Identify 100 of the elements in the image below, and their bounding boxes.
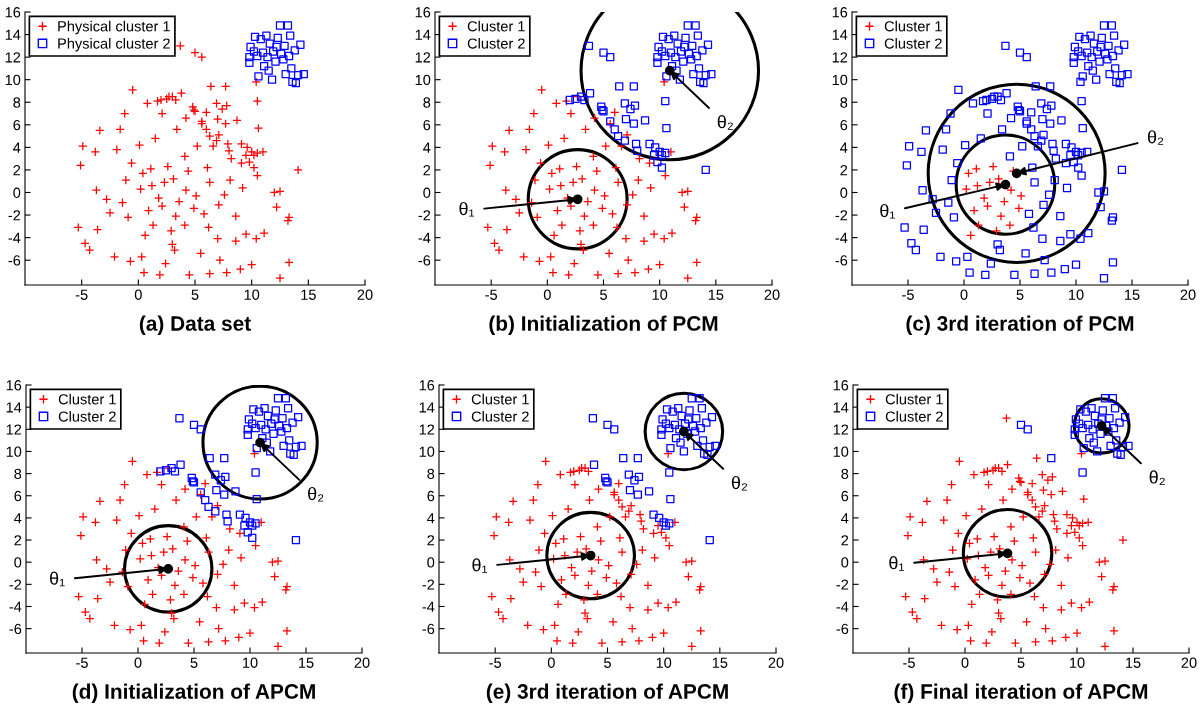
y-tick-label: 16 (6, 380, 22, 391)
x-tick-label: 20 (354, 657, 370, 668)
y-tick-label: -2 (422, 579, 435, 590)
x-tick-label: 10 (1070, 657, 1085, 668)
y-tick-label: 16 (419, 380, 435, 391)
y-tick-label: 6 (427, 490, 435, 502)
y-tick-label: 16 (832, 7, 848, 18)
y-tick-label: 10 (833, 446, 849, 457)
x-tick-label: 10 (243, 657, 258, 668)
y-tick-label: 4 (427, 513, 435, 524)
y-tick-label: 12 (6, 424, 22, 435)
y-tick-label: 14 (6, 402, 22, 413)
x-tick-label: -5 (902, 289, 914, 300)
annotation: θ₂ (308, 486, 324, 502)
y-tick-label: 8 (423, 97, 431, 108)
x-tick-label: 10 (244, 289, 260, 300)
y-tick-label: -6 (8, 255, 21, 266)
y-tick-label: 12 (415, 52, 431, 63)
legend-label: Cluster 1 (471, 393, 529, 405)
legend-label: Cluster 1 (884, 20, 942, 32)
x-tick-label: 10 (656, 657, 672, 668)
y-tick-label: 0 (14, 557, 22, 568)
y-tick-label: 16 (5, 7, 21, 18)
legend-label: Physical cluster 1 (58, 20, 170, 35)
x-tick-label: 10 (652, 289, 668, 300)
y-tick-label: 10 (5, 74, 21, 86)
y-tick-label: -2 (9, 579, 22, 590)
x-tick-label: -5 (489, 657, 502, 668)
legend-label: Cluster 1 (58, 393, 116, 405)
x-tick-label: 15 (301, 289, 316, 300)
y-tick-label: 0 (427, 557, 435, 568)
x-tick-label: 0 (961, 657, 969, 668)
legend-label: Cluster 2 (471, 410, 529, 422)
y-tick-label: 4 (840, 142, 848, 153)
x-tick-label: 15 (708, 289, 724, 300)
y-tick-label: 10 (419, 446, 435, 457)
y-tick-label: 6 (14, 490, 22, 502)
y-tick-label: 0 (13, 187, 21, 198)
annotation: θ₁ (889, 556, 905, 571)
y-tick-label: 8 (14, 468, 22, 480)
x-tick-label: 15 (299, 657, 314, 668)
y-tick-label: 2 (841, 535, 849, 546)
y-tick-label: 2 (14, 535, 22, 546)
x-tick-label: 15 (712, 657, 728, 668)
y-tick-label: 2 (13, 165, 21, 176)
y-tick-label: 10 (415, 74, 431, 86)
legend-label: Cluster 1 (885, 393, 943, 405)
x-tick-label: 20 (764, 289, 780, 300)
y-tick-label: -4 (9, 601, 22, 612)
legend-label: Cluster 2 (467, 37, 525, 49)
y-tick-label: -4 (8, 232, 21, 243)
y-tick-label: 8 (13, 97, 21, 108)
y-tick-label: 0 (423, 187, 431, 198)
x-tick-label: 5 (1016, 289, 1024, 300)
text: (f) Final iteration of APCM (894, 683, 1148, 703)
x-tick-label: 5 (1017, 657, 1025, 668)
y-tick-label: 6 (840, 119, 848, 131)
y-tick-label: 4 (13, 142, 21, 153)
y-tick-label: 14 (5, 29, 21, 40)
y-tick-label: 12 (419, 424, 435, 435)
y-tick-label: -4 (418, 232, 431, 243)
y-tick-label: -2 (836, 579, 849, 590)
x-tick-label: 0 (134, 289, 142, 300)
y-tick-label: 4 (14, 513, 22, 524)
y-tick-label: 12 (5, 52, 21, 63)
annotation: θ₁ (880, 203, 895, 219)
y-tick-label: -6 (9, 623, 22, 635)
y-tick-label: 10 (832, 74, 848, 86)
y-tick-label: 16 (415, 7, 431, 18)
y-tick-label: 8 (841, 468, 849, 480)
y-tick-label: 8 (427, 468, 435, 480)
annotation: θ₂ (731, 475, 748, 491)
y-tick-label: 10 (6, 446, 22, 457)
x-tick-label: 0 (543, 289, 551, 300)
x-tick-label: 20 (768, 657, 784, 668)
y-tick-label: 2 (423, 165, 431, 176)
annotation: θ₁ (459, 201, 475, 217)
x-tick-label: 0 (134, 657, 142, 668)
x-tick-label: -5 (75, 289, 88, 300)
y-tick-label: 8 (840, 97, 848, 108)
y-tick-label: 4 (841, 513, 849, 524)
y-tick-label: 14 (415, 29, 431, 40)
x-tick-label: -5 (485, 289, 498, 300)
y-tick-label: 4 (423, 142, 431, 153)
x-tick-label: 5 (604, 657, 611, 668)
x-tick-label: 0 (960, 289, 968, 300)
legend-label: Cluster 2 (58, 410, 116, 422)
text: (e) 3rd iteration of APCM (486, 683, 728, 703)
text: (a) Data set (139, 315, 251, 335)
annotation: θ₁ (472, 558, 488, 573)
y-tick-label: -4 (836, 601, 849, 612)
x-tick-label: 20 (1181, 657, 1197, 668)
y-tick-label: 2 (840, 165, 848, 176)
y-tick-label: 0 (841, 557, 849, 568)
y-tick-label: -6 (418, 255, 431, 266)
y-tick-label: 0 (840, 187, 848, 198)
legend-label: Cluster 2 (885, 410, 943, 422)
y-tick-label: 12 (833, 424, 849, 435)
text: (c) 3rd iteration of PCM (906, 315, 1134, 335)
annotation: θ₁ (50, 571, 65, 587)
